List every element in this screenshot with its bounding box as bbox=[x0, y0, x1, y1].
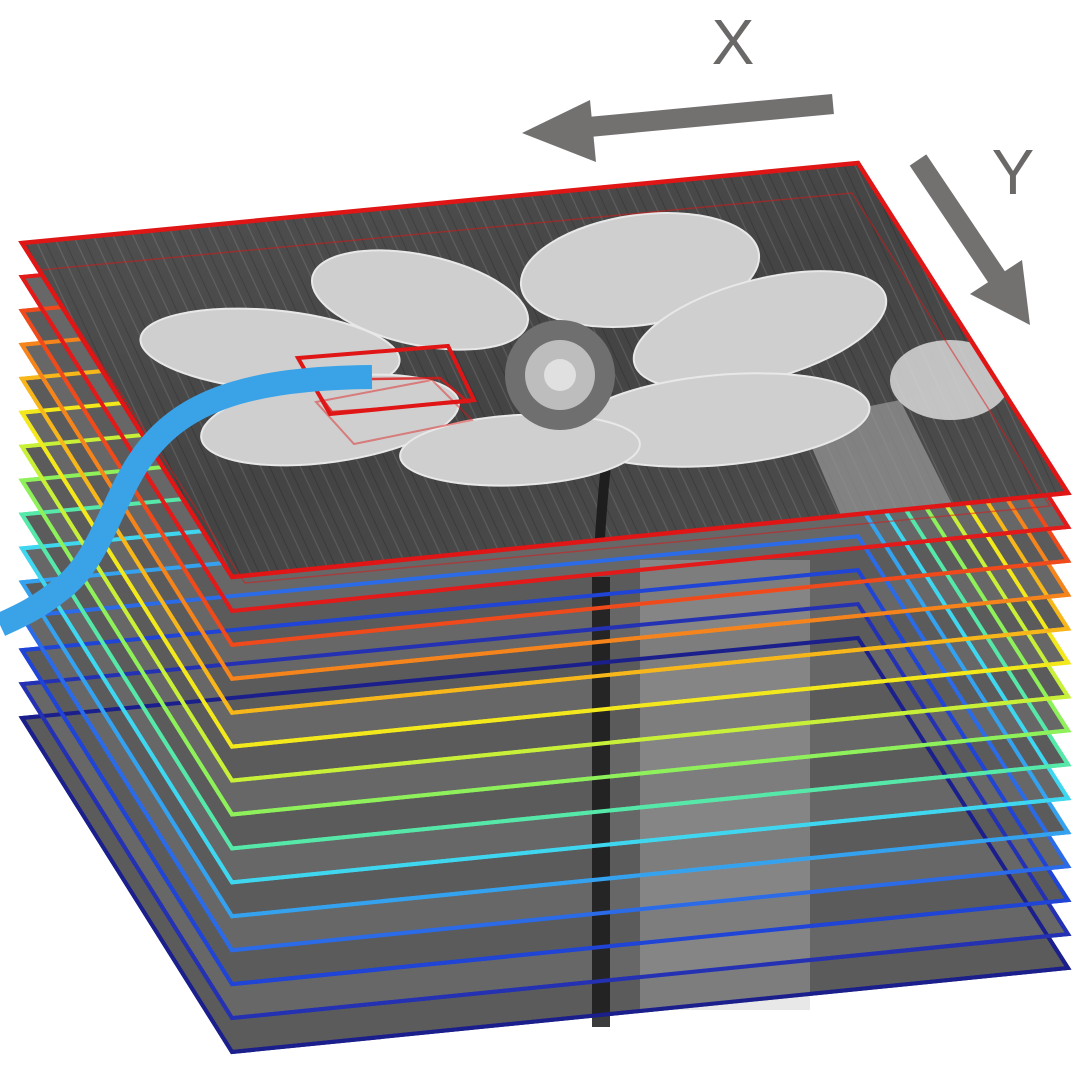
flower-petals bbox=[139, 212, 888, 487]
stem-shadow bbox=[592, 577, 610, 1027]
trajectory-path bbox=[0, 365, 373, 636]
x-axis-label: X bbox=[712, 6, 755, 78]
stack-layer-outline bbox=[18, 568, 1072, 987]
y-axis-arrow bbox=[909, 154, 1030, 325]
stack-layer-outline bbox=[18, 534, 1072, 953]
stack-layer-outline bbox=[18, 635, 1072, 1055]
top-layer-frame bbox=[18, 160, 1072, 580]
top-image-layer bbox=[18, 160, 1072, 584]
y-axis-label: Y bbox=[992, 136, 1035, 208]
patch-highlight bbox=[294, 343, 478, 446]
stack-layer-outline bbox=[18, 601, 1072, 1021]
x-axis-arrow bbox=[522, 94, 834, 162]
